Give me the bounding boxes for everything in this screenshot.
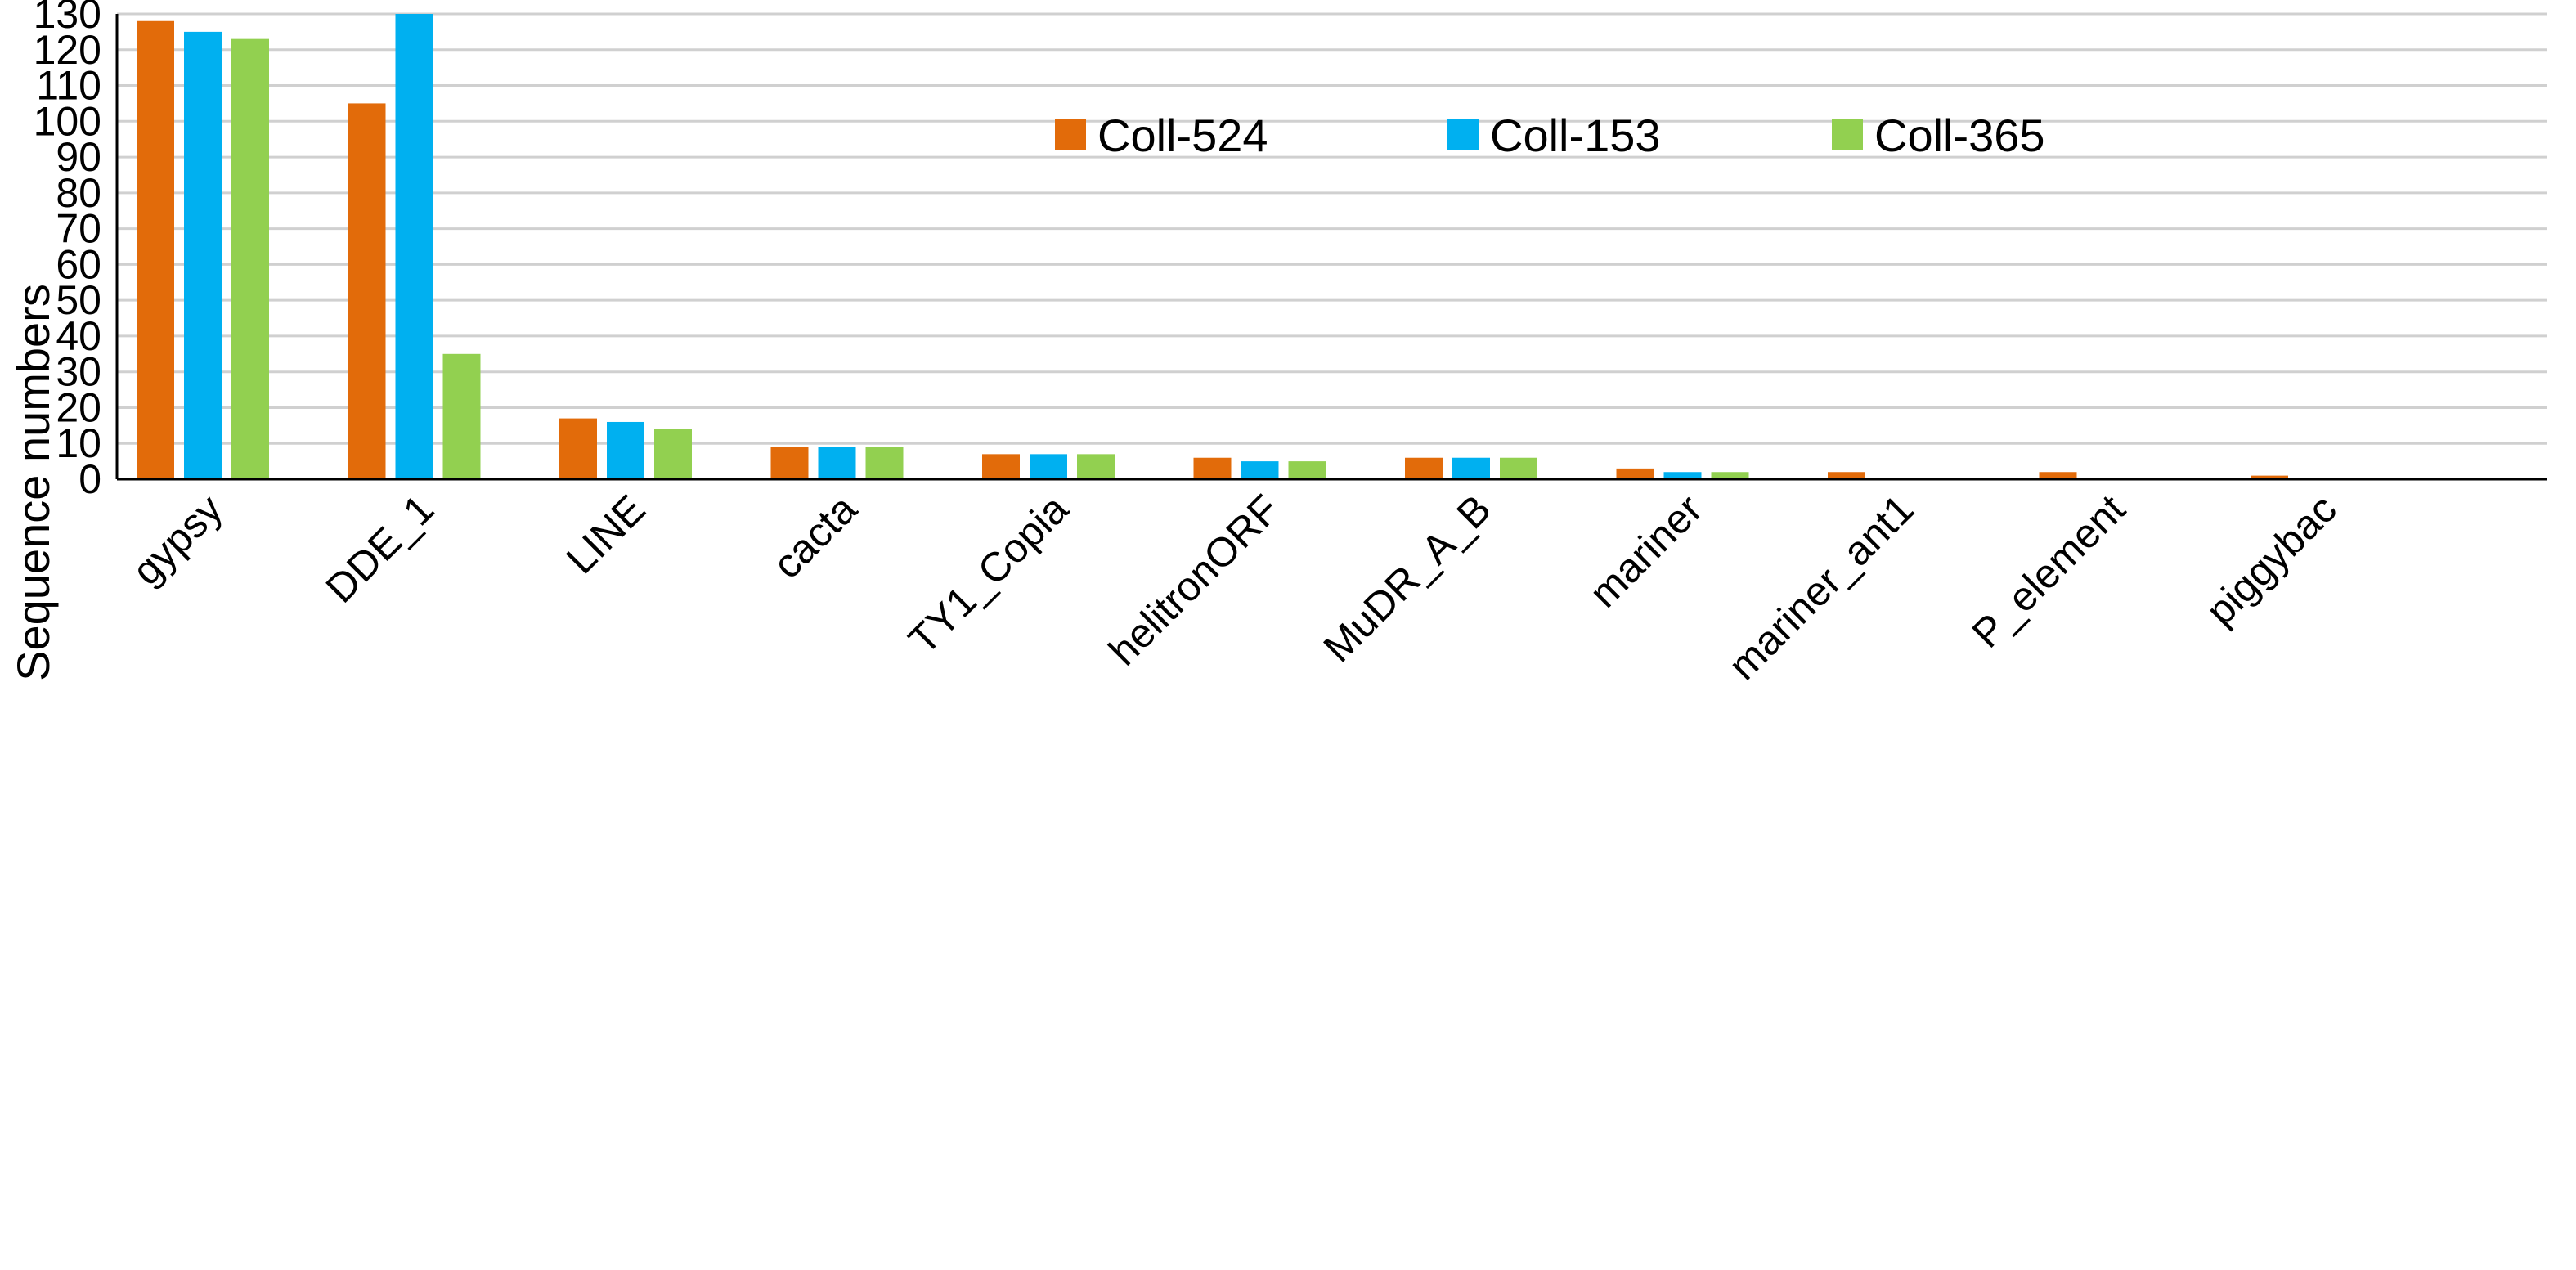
y-tick-label: 120 xyxy=(34,27,101,73)
y-tick-label: 130 xyxy=(34,0,101,37)
y-tick-label: 40 xyxy=(56,313,101,359)
y-tick-label: 70 xyxy=(56,206,101,252)
x-tick-label: P_element xyxy=(1963,486,2134,657)
bar-coll-365-gypsy xyxy=(231,38,269,479)
y-tick-label: 80 xyxy=(56,170,101,216)
bar-coll-524-mudr_a_b xyxy=(1405,457,1443,479)
bar-coll-153-gypsy xyxy=(184,31,222,479)
x-tick-label: MuDR_A_B xyxy=(1315,486,1500,671)
bar-coll-524-line xyxy=(559,418,597,479)
y-tick-label: 100 xyxy=(34,98,101,144)
x-tick-label: gypsy xyxy=(123,486,231,594)
y-axis-title: Sequence numbers xyxy=(7,284,59,681)
bar-coll-153-dde_1 xyxy=(395,14,433,479)
y-tick-label: 50 xyxy=(56,277,101,323)
y-tick-label: 20 xyxy=(56,384,101,430)
x-tick-label: helitronORF xyxy=(1100,486,1288,674)
legend-label: Coll-524 xyxy=(1097,110,1268,161)
y-tick-label: 30 xyxy=(56,349,101,395)
x-tick-label: mariner xyxy=(1581,486,1711,616)
bar-coll-153-line xyxy=(607,421,644,479)
bar-coll-365-dde_1 xyxy=(442,353,481,479)
bar-coll-153-helitronorf xyxy=(1241,461,1279,479)
y-tick-label: 110 xyxy=(36,63,101,109)
bar-coll-365-line xyxy=(654,429,692,479)
bar-coll-524-helitronorf xyxy=(1193,457,1232,479)
legend-label: Coll-365 xyxy=(1874,110,2045,161)
bar-coll-153-cacta xyxy=(818,447,856,479)
gridlines xyxy=(117,12,2547,445)
bar-coll-153-ty1_copia xyxy=(1030,454,1067,479)
x-tick-label: DDE_1 xyxy=(317,486,443,612)
bar-coll-524-mariner xyxy=(1616,468,1654,479)
bar-coll-365-cacta xyxy=(865,447,904,479)
bar-coll-524-ty1_copia xyxy=(982,454,1020,479)
legend-swatch-coll-365 xyxy=(1832,119,1863,150)
bars xyxy=(137,14,2288,479)
x-tick-label: TY1_Copia xyxy=(900,486,1077,663)
bar-coll-365-helitronorf xyxy=(1288,461,1326,479)
bar-coll-524-gypsy xyxy=(137,20,174,479)
axes xyxy=(115,14,2547,481)
x-tick-label: LINE xyxy=(558,486,654,582)
legend-label: Coll-153 xyxy=(1490,110,1661,161)
bar-coll-524-p_element xyxy=(2039,472,2077,479)
x-tick-label: mariner_ant1 xyxy=(1720,486,1923,689)
x-tick-label: cacta xyxy=(764,486,865,587)
y-tick-label: 0 xyxy=(79,456,101,502)
y-tick-label: 90 xyxy=(56,134,101,180)
x-tick-label: piggybac xyxy=(2197,486,2345,634)
bar-coll-524-cacta xyxy=(770,447,809,479)
bar-coll-524-piggybac xyxy=(2251,475,2288,479)
legend-swatch-coll-524 xyxy=(1055,119,1086,150)
y-tick-label: 60 xyxy=(56,241,101,287)
bar-coll-524-mariner_ant1 xyxy=(1828,472,1865,479)
legend-swatch-coll-153 xyxy=(1447,119,1479,150)
legend: Coll-524 Coll-153 Coll-365 xyxy=(1055,110,2045,161)
bar-coll-365-ty1_copia xyxy=(1077,454,1115,479)
bar-coll-153-mariner xyxy=(1663,472,1702,479)
x-tick-labels: gypsy DDE_1 LINE cacta TY1_Copia helitronORF M… xyxy=(123,486,2345,689)
y-tick-label: 10 xyxy=(56,420,101,466)
bar-coll-153-mudr_a_b xyxy=(1452,457,1490,479)
bar-coll-365-mariner xyxy=(1711,472,1749,479)
bar-coll-524-dde_1 xyxy=(348,103,386,479)
bar-coll-365-mudr_a_b xyxy=(1500,457,1537,479)
